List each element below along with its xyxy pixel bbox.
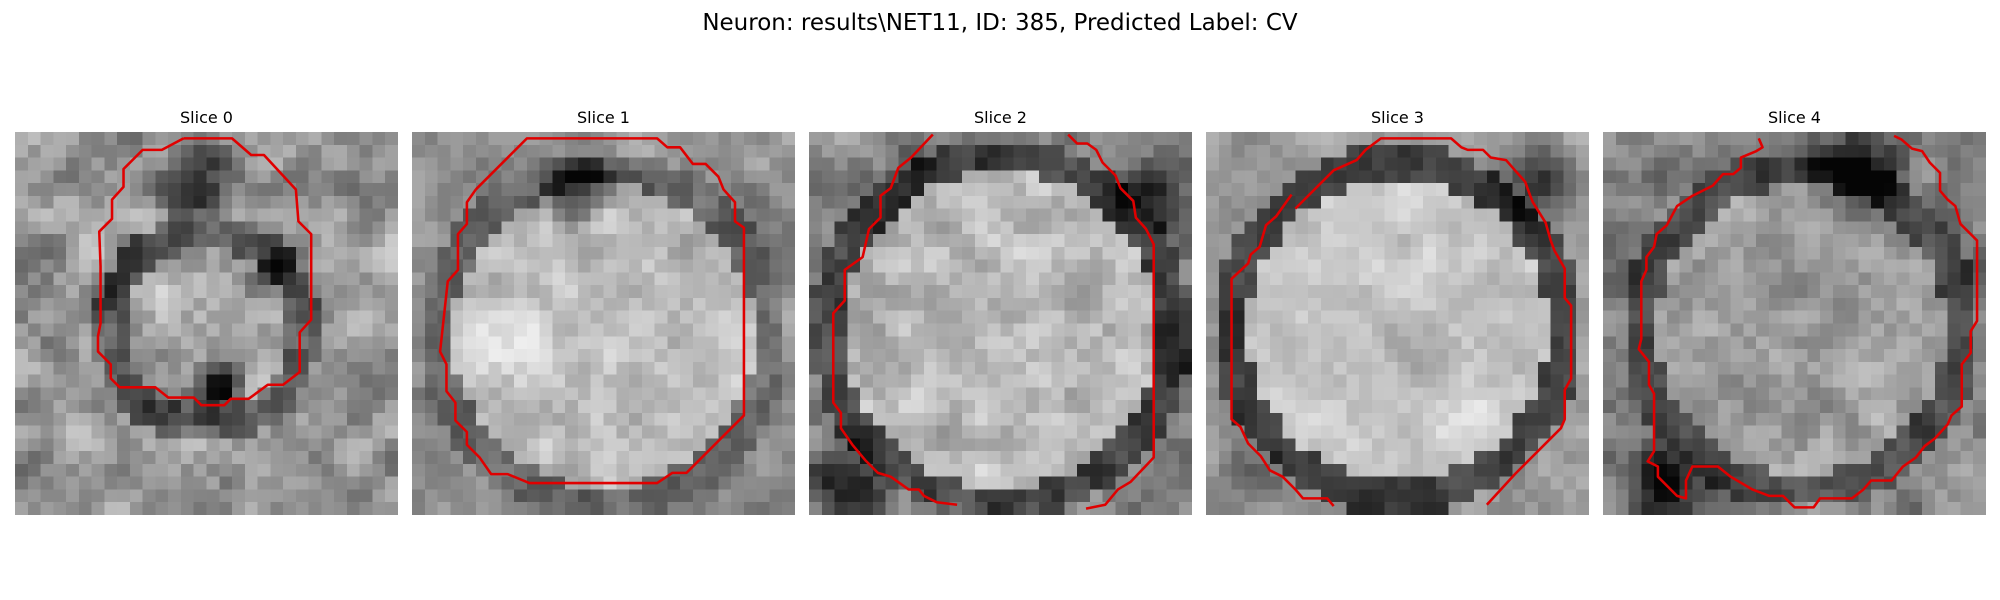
neuron-contour-1-0 [438, 137, 746, 485]
neuron-contour-3-1 [1230, 193, 1335, 507]
slice-panel-3: Slice 3 [1206, 108, 1589, 515]
slice-image-1 [412, 132, 795, 515]
neuron-contour-4-0 [1637, 134, 1979, 509]
slice-pixels-1 [412, 132, 795, 515]
slice-title-3: Slice 3 [1371, 108, 1424, 127]
neuron-contour-2-1 [1067, 133, 1155, 510]
slice-image-0 [15, 132, 398, 515]
slice-panel-0: Slice 0 [15, 108, 398, 515]
slice-image-2 [809, 132, 1192, 515]
slice-pixels-4 [1603, 132, 1986, 515]
slice-title-1: Slice 1 [577, 108, 630, 127]
slice-panel-1: Slice 1 [412, 108, 795, 515]
neuron-contour-0-0 [96, 137, 313, 407]
slice-image-3 [1206, 132, 1589, 515]
slice-title-2: Slice 2 [974, 108, 1027, 127]
slice-panel-2: Slice 2 [809, 108, 1192, 515]
slice-title-4: Slice 4 [1768, 108, 1821, 127]
slice-pixels-3 [1206, 132, 1589, 515]
slice-pixels-2 [809, 132, 1192, 515]
slice-title-0: Slice 0 [180, 108, 233, 127]
neuron-contour-2-0 [831, 133, 958, 507]
slice-pixels-0 [15, 132, 398, 515]
figure-title: Neuron: results\NET11, ID: 385, Predicte… [702, 10, 1298, 36]
neuron-contour-3-0 [1294, 137, 1573, 506]
slice-panel-4: Slice 4 [1603, 108, 1986, 515]
slice-image-4 [1603, 132, 1986, 515]
